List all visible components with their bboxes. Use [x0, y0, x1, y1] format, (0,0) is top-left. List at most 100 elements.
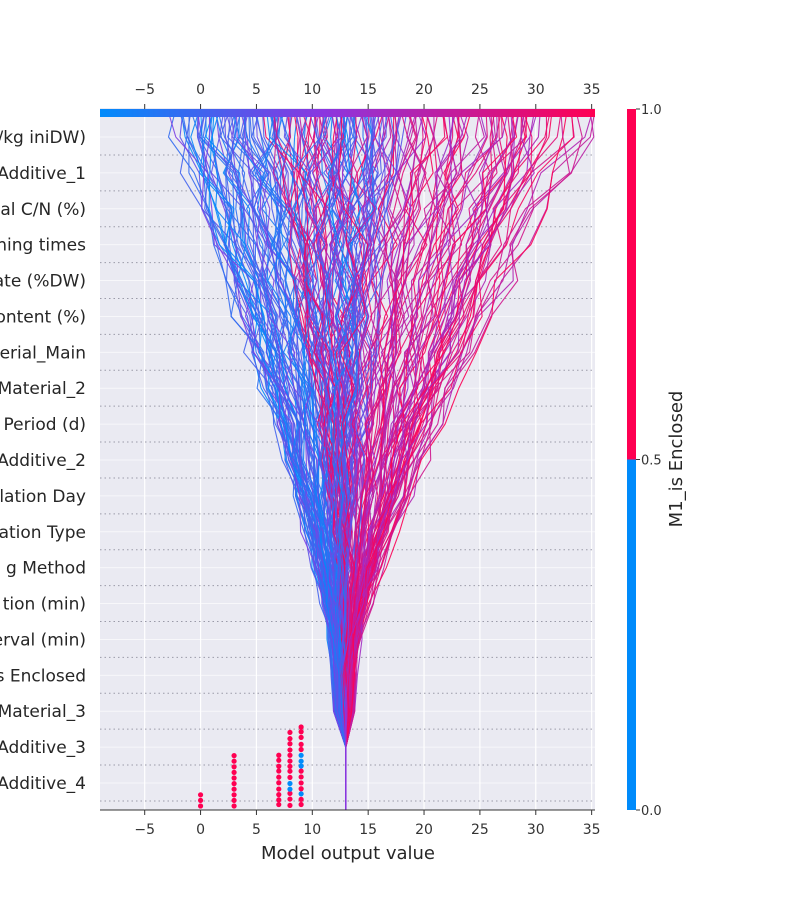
- x-tick-label-top: 20: [415, 82, 433, 98]
- scatter-dot: [298, 763, 304, 769]
- x-tick-label-bottom: −5: [134, 822, 155, 838]
- x-tick-label-top: 25: [471, 82, 489, 98]
- scatter-dot: [231, 764, 237, 770]
- scatter-dot: [231, 781, 237, 787]
- decision-line: [331, 112, 358, 810]
- feature-label: g Method: [6, 559, 86, 579]
- colorbar-ticks: 1.0 0.5 0.0: [636, 103, 662, 819]
- scatter-dot: [276, 801, 282, 808]
- x-tick-label-top: 0: [196, 82, 205, 98]
- x-tick-label-bottom: 30: [527, 822, 545, 838]
- scatter-dot: [287, 752, 293, 758]
- scatter-dot: [287, 768, 293, 774]
- scatter-dot: [231, 758, 237, 764]
- feature-label: ate (%DW): [0, 272, 86, 292]
- decision-line: [340, 112, 449, 810]
- scatter-dot: [287, 786, 293, 792]
- series-lines: [167, 112, 595, 810]
- scatter-dot: [298, 734, 304, 740]
- decision-line: [226, 112, 347, 810]
- feature-label: erial_Main: [0, 343, 86, 363]
- scatter-dot: [287, 802, 293, 809]
- scatter-dot: [298, 801, 304, 808]
- x-tick-label-bottom: 5: [252, 822, 261, 838]
- scatter-dot: [276, 752, 282, 758]
- scatter-dot: [276, 792, 282, 798]
- top-color-bar: [100, 109, 595, 117]
- scatter-dot: [287, 747, 293, 753]
- colorbar-tick-label: 0.0: [641, 804, 662, 819]
- x-ticks-bottom: −5 0 5 10 15 20 25 30 35: [134, 810, 601, 838]
- scatter-dot: [276, 786, 282, 792]
- scatter-dot: [298, 746, 304, 753]
- x-tick-label-bottom: 20: [415, 822, 433, 838]
- feature-label: erval (min): [0, 630, 86, 650]
- x-tick-label-bottom: 0: [196, 822, 205, 838]
- scatter-dot: [231, 769, 237, 776]
- feature-label: Material_3: [0, 702, 86, 722]
- scatter-dot: [231, 803, 237, 809]
- feature-label: ning times: [0, 236, 86, 256]
- decision-line: [345, 112, 435, 810]
- scatter-dot: [298, 758, 304, 764]
- feature-labels: /kg iniDW) Additive_1al C/N (%) ning times…: [0, 128, 86, 794]
- scatter-dot: [298, 780, 304, 786]
- decision-line: [290, 112, 347, 810]
- decision-line: [345, 112, 583, 810]
- x-tick-label-bottom: 15: [359, 822, 377, 838]
- scatter-dot: [287, 736, 293, 742]
- x-tick-label-bottom: 35: [583, 822, 601, 838]
- x-tick-label-top: 35: [583, 82, 601, 98]
- scatter-dot: [298, 791, 304, 797]
- feature-label: Period (d): [4, 415, 86, 435]
- scatter-dot: [298, 774, 304, 780]
- colorbar: [627, 109, 636, 810]
- scatter-dot: [231, 786, 237, 792]
- scatter-dot: [298, 724, 304, 730]
- scatter-dot: [298, 796, 304, 802]
- scatter-dot: [298, 786, 304, 792]
- colorbar-tick-label: 0.5: [641, 454, 662, 469]
- decision-line: [345, 112, 518, 810]
- decision-line: [330, 112, 353, 810]
- feature-label: al C/N (%): [0, 200, 86, 220]
- scatter-dot: [287, 774, 293, 780]
- scatter-dot: [276, 774, 282, 780]
- colorbar-tick-label: 1.0: [641, 103, 662, 118]
- x-tick-label-top: 10: [303, 82, 321, 98]
- scatter-dots: [197, 724, 304, 809]
- scatter-dot: [231, 775, 237, 781]
- scatter-dot: [298, 741, 304, 747]
- decision-line: [338, 112, 369, 810]
- colorbar-title: M1_is Enclosed: [666, 391, 687, 528]
- decision-line: [225, 112, 347, 810]
- feature-label: ation Type: [0, 523, 86, 543]
- scatter-dot: [287, 790, 293, 796]
- scatter-dot: [197, 792, 204, 798]
- scatter-dot: [298, 768, 304, 774]
- scatter-dot: [287, 796, 293, 802]
- x-tick-label-bottom: 25: [471, 822, 489, 838]
- decision-line: [340, 112, 398, 810]
- scatter-dot: [231, 792, 237, 798]
- feature-label: Material_2: [0, 379, 86, 399]
- scatter-dot: [231, 753, 237, 759]
- scatter-dot: [276, 780, 282, 786]
- x-tick-label-top: −5: [134, 82, 155, 98]
- x-tick-label-top: 5: [252, 82, 261, 98]
- feature-label: Additive_1: [0, 164, 86, 184]
- feature-label: tion (min): [3, 595, 86, 615]
- scatter-dot: [197, 803, 204, 809]
- feature-label: ontent (%): [0, 307, 86, 327]
- scatter-dot: [276, 768, 282, 774]
- decision-line: [345, 112, 398, 810]
- feature-label: /kg iniDW): [0, 128, 86, 148]
- scatter-dot: [197, 797, 204, 804]
- scatter-dot: [298, 729, 304, 735]
- scatter-dot: [287, 758, 293, 764]
- feature-label: Additive_4: [0, 774, 86, 794]
- x-tick-label-bottom: 10: [303, 822, 321, 838]
- scatter-dot: [287, 741, 293, 747]
- x-ticks-top: −5 0 5 10 15 20 25 30 35: [134, 82, 601, 109]
